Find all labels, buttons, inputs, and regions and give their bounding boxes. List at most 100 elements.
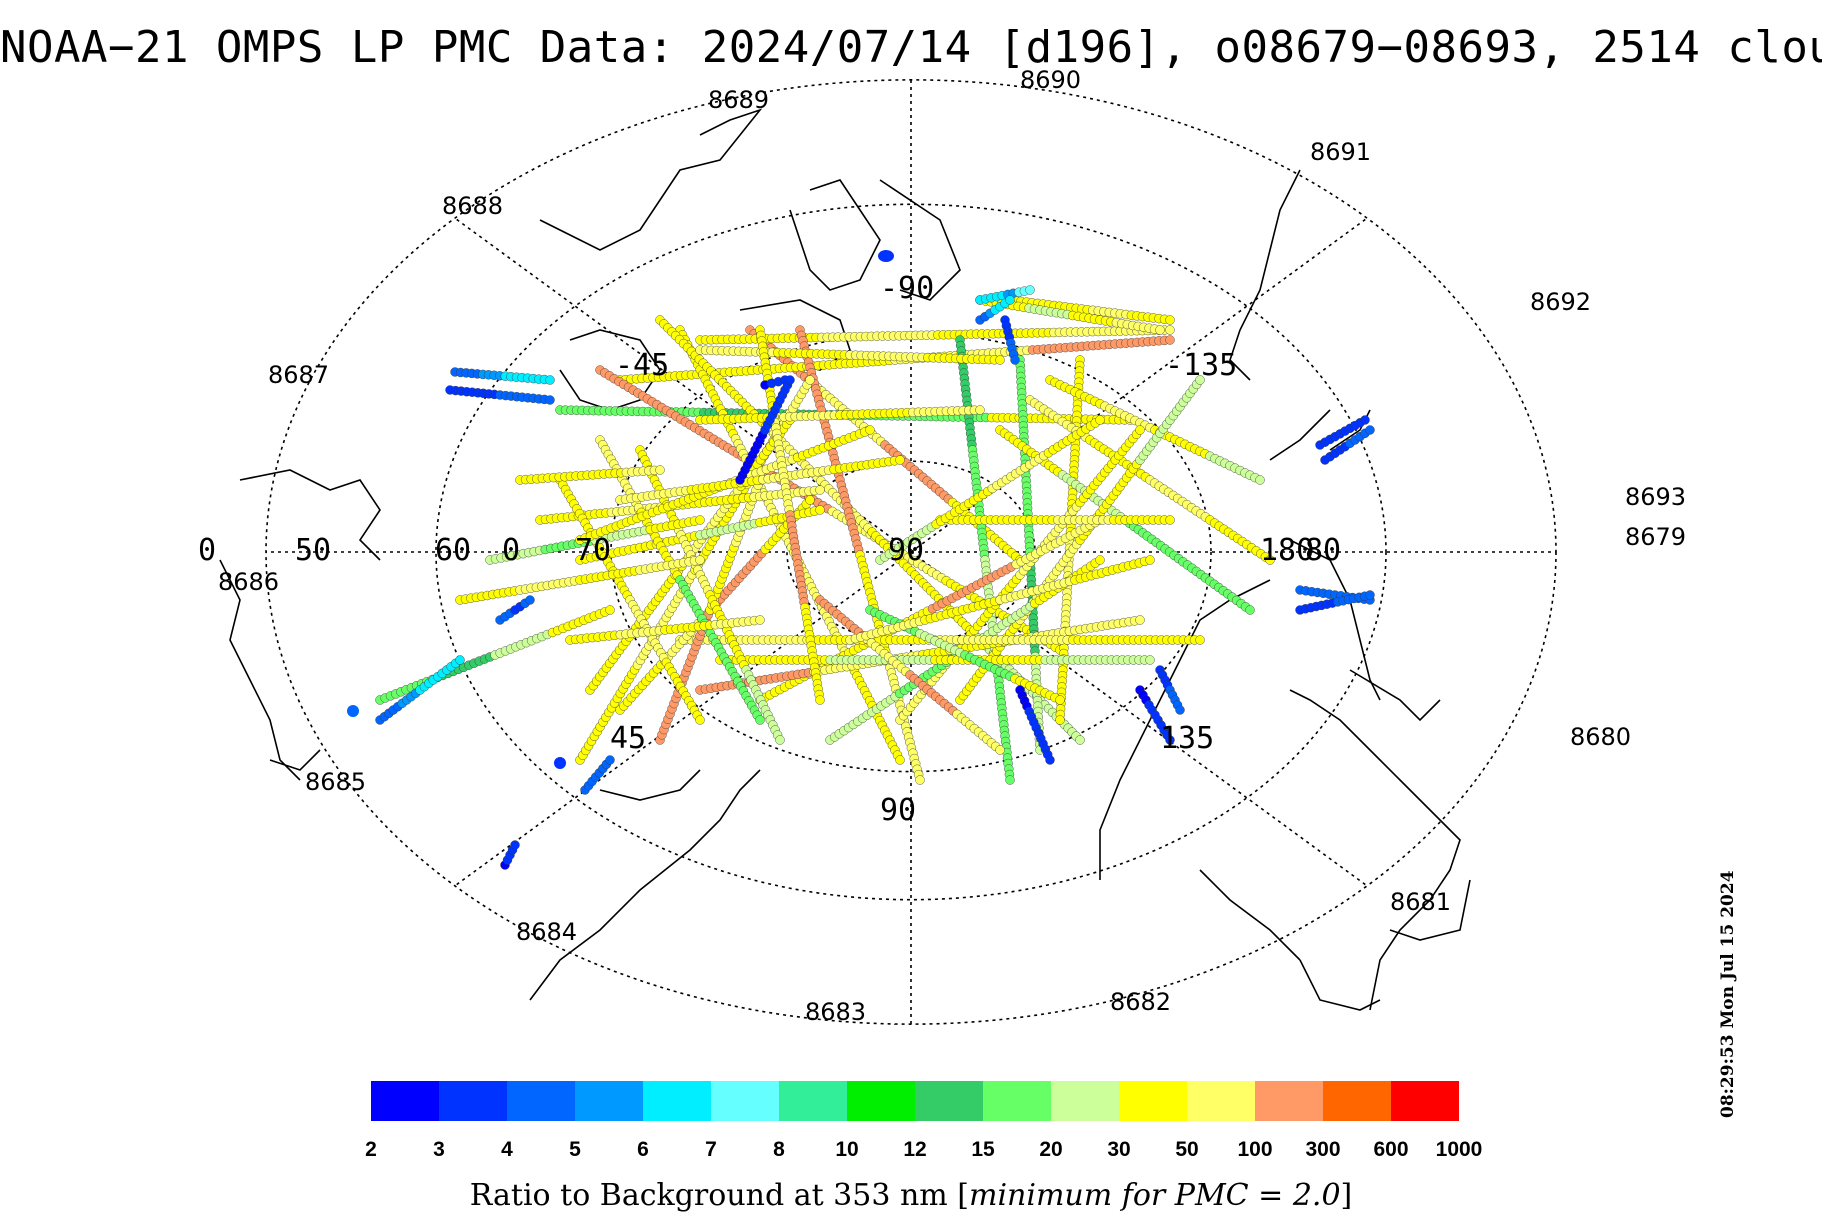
- longitude-label: 90: [880, 793, 916, 828]
- pmc-point: [1095, 555, 1105, 565]
- colorbar-cell: [1119, 1081, 1187, 1121]
- pmc-tracks: [347, 250, 1375, 870]
- colorbar-tick-label: 600: [1373, 1138, 1409, 1161]
- orbit-label: 8689: [708, 86, 769, 114]
- pmc-point: [455, 655, 465, 665]
- pmc-point: [695, 715, 705, 725]
- colorbar-tick-label: 1000: [1435, 1138, 1483, 1161]
- orbit-label: 8684: [516, 918, 577, 946]
- coastline: [219, 559, 301, 781]
- coastline: [269, 749, 321, 771]
- coastline: [1229, 169, 1301, 381]
- pmc-point: [1045, 755, 1055, 765]
- coastline: [539, 108, 763, 251]
- pmc-point: [1365, 590, 1375, 600]
- pmc-point: [1265, 555, 1275, 565]
- orbit-label: 8691: [1310, 138, 1371, 166]
- pmc-point: [1165, 335, 1175, 345]
- coastline: [1289, 689, 1461, 1011]
- pmc-point: [1365, 425, 1375, 435]
- coastline: [239, 469, 381, 561]
- colorbar-tick-label: 7: [705, 1138, 717, 1161]
- pmc-point: [695, 515, 705, 525]
- meridian-line: [910, 551, 1368, 887]
- longitude-label: -45: [615, 348, 669, 383]
- pmc-point: [1195, 635, 1205, 645]
- orbit-label: 8682: [1110, 988, 1171, 1016]
- pmc-point: [1010, 355, 1020, 365]
- map-labels: 8679 8680 8681 8682 8683 8684 8685 8686 8687 8688…: [198, 66, 1686, 1026]
- orbit-label: 8679: [1625, 523, 1686, 551]
- edge-label: 0: [198, 533, 216, 568]
- colorbar-cell: [779, 1081, 847, 1121]
- colorbar-cell: [643, 1081, 711, 1121]
- coastline: [1389, 879, 1471, 941]
- orbit-label: 8686: [218, 568, 279, 596]
- pmc-point: [785, 375, 795, 385]
- orbit-label: 8683: [805, 998, 866, 1026]
- colorbar-cell: [371, 1081, 439, 1121]
- orbit-label: 8685: [305, 768, 366, 796]
- coastline: [599, 769, 701, 801]
- colorbar-cell: [1255, 1081, 1323, 1121]
- pmc-point: [545, 375, 555, 385]
- pmc-point: [1360, 415, 1370, 425]
- longitude-label: -135: [1165, 348, 1237, 383]
- pmc-point: [1075, 735, 1085, 745]
- pmc-point: [1135, 615, 1145, 625]
- colorbar-cell: [439, 1081, 507, 1121]
- colorbar-tick-label: 30: [1107, 1138, 1131, 1161]
- coastline: [529, 769, 761, 1001]
- colorbar-cell: [507, 1081, 575, 1121]
- pmc-point: [1055, 695, 1065, 705]
- latitude-label: 80: [1305, 533, 1341, 568]
- pmc-point: [755, 615, 765, 625]
- pmc-point: [865, 425, 875, 435]
- pmc-point: [805, 495, 815, 505]
- longitude-label: 135: [1160, 721, 1214, 756]
- longitude-label: 45: [610, 721, 646, 756]
- colorbar-cell: [847, 1081, 915, 1121]
- latitude-label: 70: [575, 533, 611, 568]
- coastline: [1199, 869, 1301, 961]
- orbit-label: 8687: [268, 361, 329, 389]
- pmc-point: [605, 605, 615, 615]
- meridian-line: [910, 217, 1368, 553]
- pmc-point: [1165, 515, 1175, 525]
- colorbar-cell: [915, 1081, 983, 1121]
- colorbar-cell: [1051, 1081, 1119, 1121]
- coastline: [789, 179, 881, 291]
- pmc-point: [655, 465, 665, 475]
- pmc-point: [1165, 735, 1175, 745]
- pmc-point: [347, 705, 359, 717]
- pmc-point: [1145, 655, 1155, 665]
- pmc-point: [1245, 605, 1255, 615]
- orbit-label: 8688: [442, 192, 503, 220]
- colorbar-tick-label: 4: [501, 1138, 513, 1161]
- pmc-point: [1165, 325, 1175, 335]
- longitude-label: 0: [502, 533, 520, 568]
- colorbar-tick-label: 15: [971, 1138, 995, 1161]
- pmc-point: [895, 455, 905, 465]
- colorbar-cell: [1391, 1081, 1459, 1121]
- colorbar-tick-label: 20: [1039, 1138, 1063, 1161]
- latitude-label: 60: [435, 533, 471, 568]
- coastline: [1349, 669, 1441, 722]
- colorbar-cell: [1187, 1081, 1255, 1121]
- meridian-line: [454, 551, 912, 887]
- colorbar-cell: [711, 1081, 779, 1121]
- orbit-label: 8690: [1020, 66, 1081, 94]
- coastline: [879, 179, 961, 301]
- colorbar-cell: [1323, 1081, 1391, 1121]
- pmc-point: [995, 355, 1005, 365]
- pmc-point: [695, 555, 705, 565]
- pmc-point: [1055, 715, 1065, 725]
- caption-italic: minimum for PMC = 2.0: [969, 1178, 1341, 1213]
- coastline: [1269, 409, 1331, 461]
- colorbar-tick-label: 5: [569, 1138, 581, 1161]
- chart-title: NOAA−21 OMPS LP PMC Data: 2024/07/14 [d1…: [0, 22, 1822, 73]
- pmc-point: [755, 715, 765, 725]
- coastline: [559, 329, 661, 411]
- colorbar-tick-label: 2: [365, 1138, 377, 1161]
